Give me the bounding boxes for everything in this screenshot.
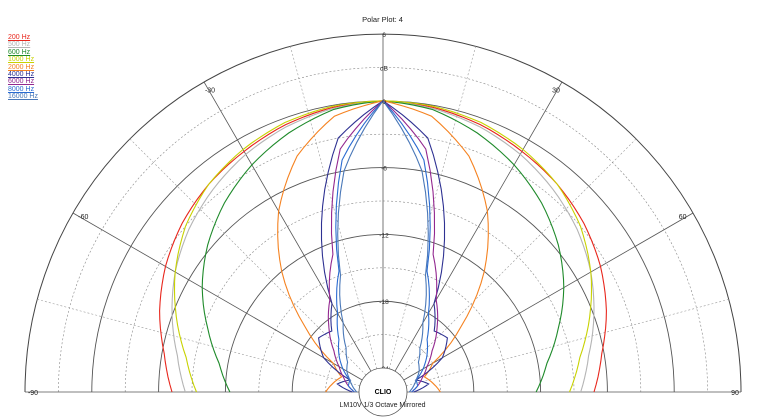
polar-grid [24,33,742,393]
grid-circle [325,334,441,393]
radial-tick-label: -6 [381,166,387,173]
radial-tick-label: 0 [382,99,386,106]
clio-logo: CLIO [358,367,408,417]
grid-spoke [403,212,694,381]
angle-tick-label: 30 [552,87,560,94]
radial-tick-label: 6 [382,32,386,39]
radial-tick-label: -18 [379,299,389,306]
angle-tick-label: 90 [731,390,739,397]
angle-tick-label: -90 [28,390,38,397]
grid-circle [191,200,575,393]
grid-spoke [394,81,563,372]
legend-item: 600 Hz [8,48,31,56]
angle-tick-label: -60 [78,214,88,221]
angle-tick-label: 60 [679,214,687,221]
legend-item: 4000 Hz [8,71,35,79]
chart-title: Polar Plot: 4 [362,15,403,24]
legend: 200 Hz 500 Hz 600 Hz 1000 Hz 2000 Hz 4000 Hz 6… [8,34,38,101]
grid-spoke [72,212,363,381]
legend-item: 200 Hz [8,34,31,41]
legend-item: 16000 Hz [8,93,38,101]
legend-item: 1000 Hz [8,56,35,64]
logo-circle [358,367,408,417]
radial-tick-label: -12 [379,232,389,239]
series-curves [159,99,607,393]
logo-text: CLIO [375,389,392,396]
legend-item: 2000 Hz [8,63,35,71]
legend-item: 8000 Hz [8,85,35,93]
legend-item: 6000 Hz [8,78,35,86]
legend-item: 500 Hz [8,41,31,49]
chart-footer: LM10V 1/3 Octave Mirrored [339,402,426,409]
grid-spoke [37,299,360,387]
radial-unit-label: dB [380,65,388,72]
series-curve-16000-hz [337,99,429,393]
angle-tick-label: -30 [205,87,215,94]
grid-spoke [203,81,372,372]
